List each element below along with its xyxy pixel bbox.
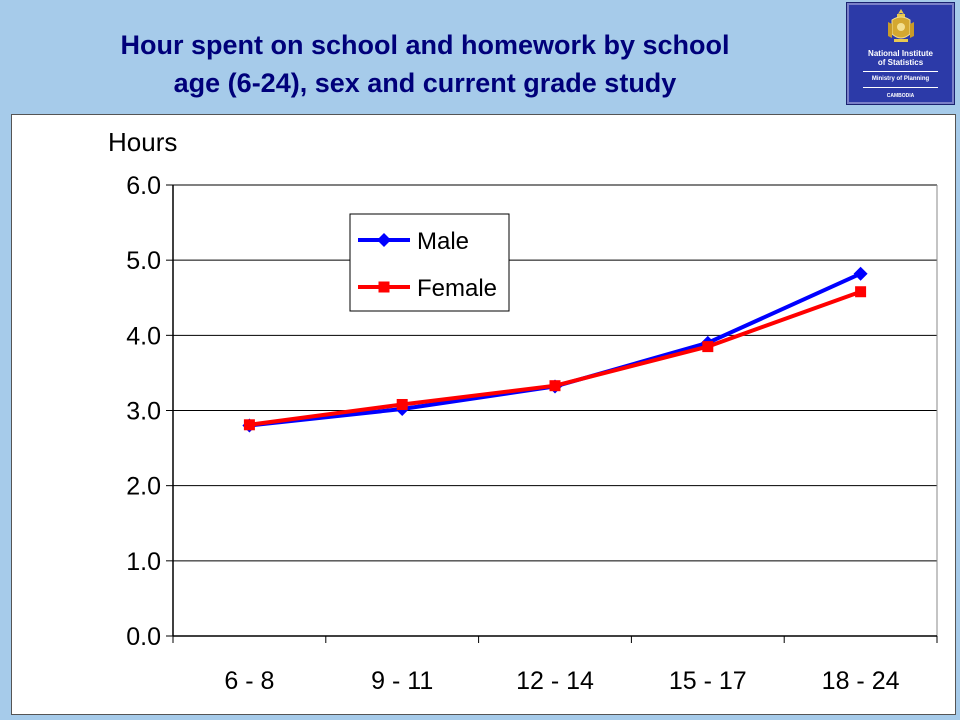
logo-line-3: Ministry of Planning (871, 76, 930, 82)
data-point-male (853, 266, 868, 281)
royal-emblem-icon (888, 9, 914, 42)
y-tick-label: 5.0 (126, 247, 161, 275)
line-chart: Hours 0.0 1.0 2.0 3.0 4.0 5.0 6.0 6 - 8 9 - 11 12… (108, 127, 938, 695)
slide-title-line-1: Hour spent on school and homework by sch… (120, 30, 730, 60)
legend-label-male: Male (417, 228, 469, 255)
data-point-female (396, 398, 408, 410)
y-tick-label: 1.0 (126, 548, 161, 576)
y-tick-label: 6.0 (126, 172, 161, 200)
series-line-female (249, 289, 862, 427)
series-line-male (249, 271, 862, 428)
x-tick-label: 12 - 14 (516, 667, 594, 695)
y-tick-label: 4.0 (126, 322, 161, 350)
legend-label-female: Female (417, 275, 497, 302)
x-tick-label: 9 - 11 (371, 667, 433, 695)
logo-divider (863, 71, 938, 72)
x-tick-label: 15 - 17 (669, 667, 747, 695)
logo-divider (863, 87, 938, 88)
chart-panel: Hours 0.0 1.0 2.0 3.0 4.0 5.0 6.0 6 - 8 9 - 11 12… (11, 114, 956, 715)
y-tick-label: 2.0 (126, 473, 161, 501)
y-axis-label: Hours (108, 127, 177, 157)
legend-marker (378, 281, 390, 293)
data-point-female (243, 419, 255, 431)
x-tick-label: 18 - 24 (822, 667, 900, 695)
legend-box (349, 213, 510, 312)
logo-line-1: National Institute (868, 49, 933, 58)
y-tick-label: 3.0 (126, 398, 161, 426)
logo-line-4: CAMBODIA (886, 93, 915, 99)
logo-line-2: of Statistics (877, 58, 924, 67)
x-tick-label: 6 - 8 (224, 667, 274, 695)
data-point-female (702, 341, 714, 353)
y-tick-label: 0.0 (126, 623, 161, 651)
legend-marker (377, 233, 391, 247)
slide-title: Hour spent on school and homework by sch… (20, 26, 830, 102)
slide-title-line-2: age (6-24), sex and current grade study (173, 68, 677, 98)
data-point-female (855, 286, 867, 298)
nis-logo: National Institute of Statistics Ministr… (846, 2, 955, 105)
data-point-female (549, 380, 561, 392)
